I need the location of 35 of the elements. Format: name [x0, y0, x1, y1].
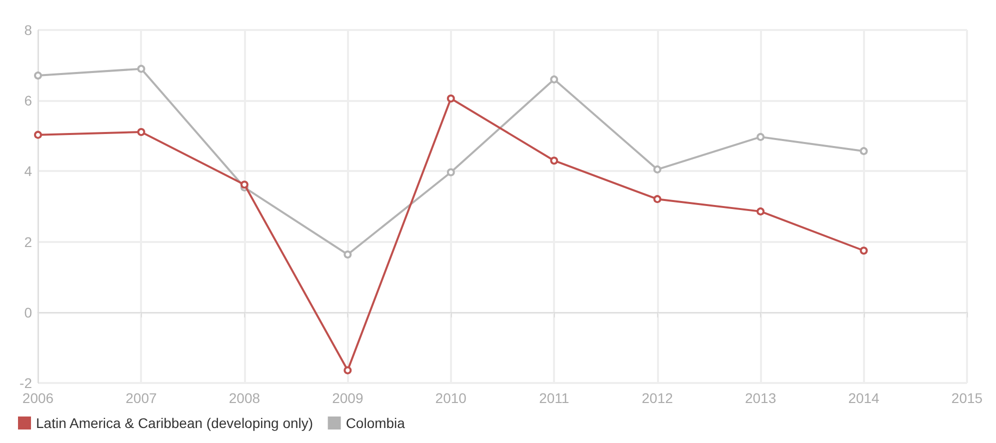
x-tick-label: 2006 — [22, 390, 54, 406]
x-tick-label: 2007 — [126, 390, 157, 406]
x-tick-label: 2008 — [228, 390, 260, 406]
y-tick-label: 8 — [24, 22, 32, 38]
x-tick-label: 2014 — [848, 390, 880, 406]
point — [240, 180, 248, 189]
point — [653, 165, 662, 174]
legend-label: Colombia — [346, 415, 406, 431]
y-tick-label: 6 — [24, 92, 32, 109]
x-tick-label: 2009 — [332, 390, 364, 406]
point — [756, 132, 765, 141]
point — [137, 64, 146, 73]
point — [550, 156, 558, 165]
point — [344, 250, 352, 259]
y-tick-label: 2 — [24, 234, 32, 250]
x-tick-label: 2012 — [642, 390, 674, 406]
point — [860, 147, 868, 156]
point — [137, 128, 146, 136]
point — [446, 168, 455, 176]
y-tick-label: -2 — [20, 375, 32, 391]
y-tick-label: 0 — [24, 304, 32, 320]
point — [446, 94, 455, 102]
legend-label: Latin America & Caribbean (developing only) — [36, 415, 314, 431]
point — [344, 366, 352, 374]
y-tick-label: 4 — [24, 163, 32, 180]
x-tick-label: 2011 — [539, 390, 570, 406]
x-tick-label: 2013 — [744, 390, 776, 406]
x-tick-label: 2015 — [951, 390, 983, 406]
point — [756, 207, 765, 216]
point — [550, 75, 558, 84]
point — [34, 130, 42, 139]
point — [653, 195, 662, 204]
point — [860, 246, 868, 255]
point — [34, 72, 42, 80]
x-tick-label: 2010 — [435, 390, 467, 406]
